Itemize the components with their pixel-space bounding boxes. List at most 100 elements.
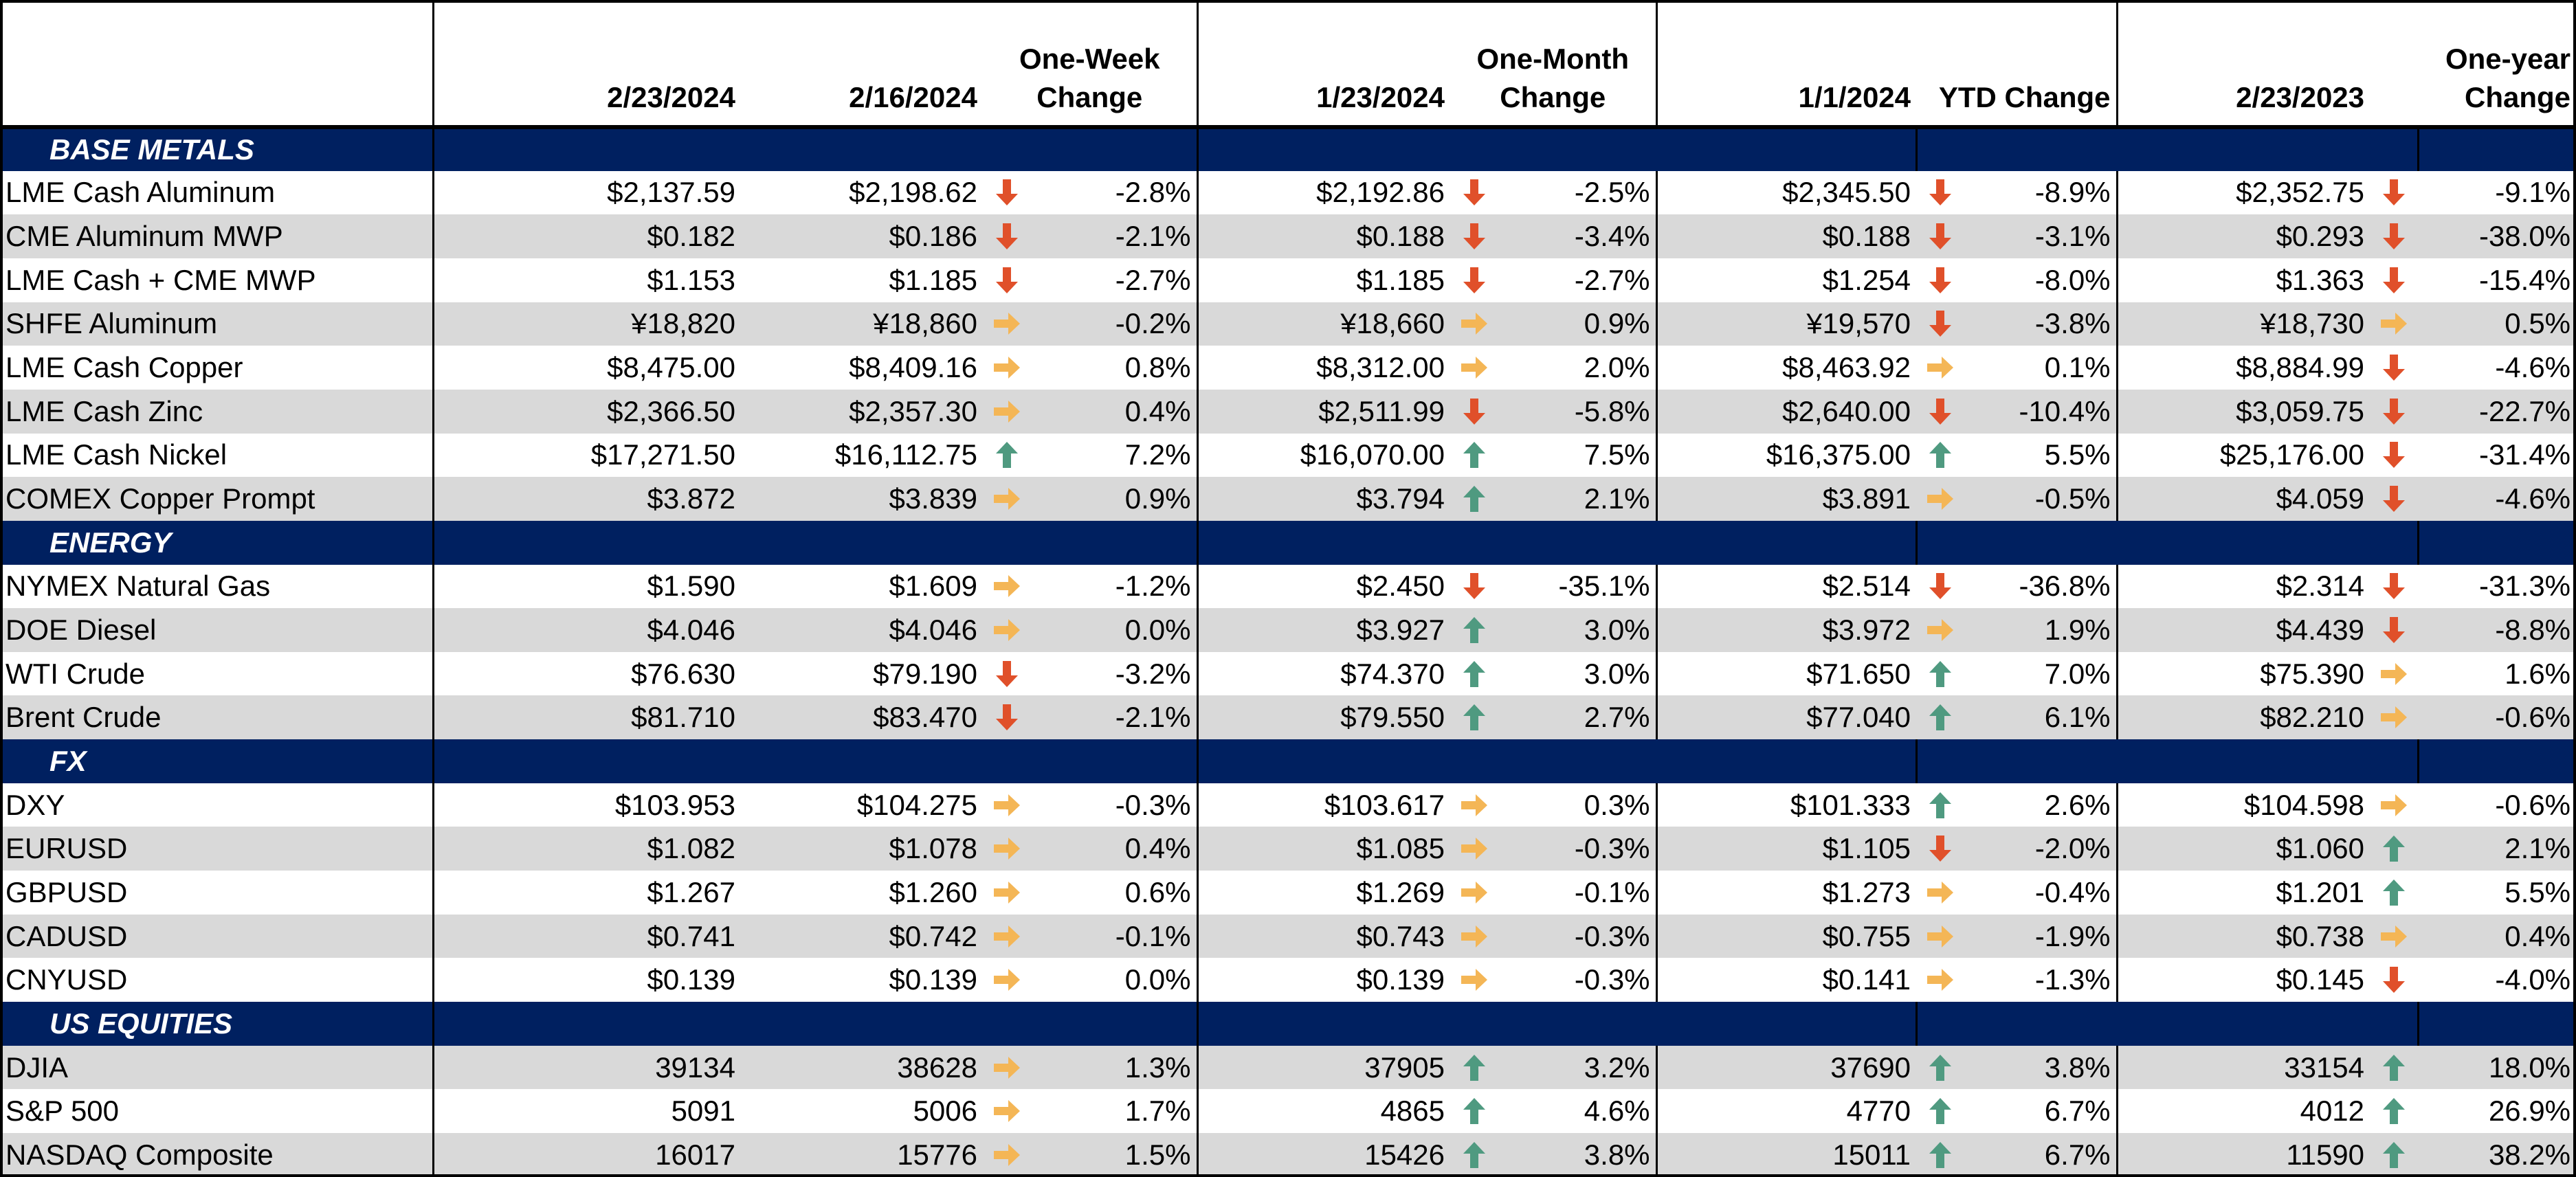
down-arrow-icon [983, 695, 1031, 740]
change-year: 5.5% [2505, 875, 2571, 908]
table-row: NASDAQ Composite 16017 15776 1.5% 15426 3.8% 1… [0, 1133, 2576, 1177]
value-month: $0.743 [1196, 914, 1451, 959]
value-month: $2.450 [1196, 564, 1451, 609]
value-year: $25,176.00 [2116, 433, 2370, 478]
value-current: $2,137.59 [432, 170, 741, 215]
value-current: $8,475.00 [432, 346, 741, 390]
flat-arrow-icon [1927, 618, 1954, 641]
down-arrow-icon [996, 660, 1018, 687]
value-ytd: $1.273 [1655, 871, 1917, 915]
section-band [1915, 1002, 1965, 1046]
value-month: $2,511.99 [1196, 389, 1451, 434]
value-month: $79.550 [1196, 695, 1451, 740]
value-ytd: $1.105 [1655, 827, 1917, 871]
value-year: $0.293 [2116, 214, 2370, 258]
down-arrow-icon [2370, 389, 2419, 434]
change-week: -0.2% [1031, 302, 1198, 346]
section-title: BASE METALS [0, 126, 433, 171]
section-band [1450, 739, 1917, 783]
section-header: ENERGY [0, 520, 2576, 565]
value-month: $8,312.00 [1196, 346, 1451, 390]
up-arrow-icon [1450, 1089, 1498, 1133]
table-row: SHFE Aluminum ¥18,820 ¥18,860 -0.2% ¥18,660 0… [0, 302, 2576, 346]
section-header: BASE METALS [0, 126, 2576, 171]
value-ytd: $77.040 [1655, 695, 1917, 740]
down-arrow-icon [2383, 223, 2406, 250]
value-week: $0.139 [889, 963, 977, 996]
section-title: FX [0, 739, 433, 783]
value-week: $2,357.30 [741, 389, 983, 434]
change-week: 1.5% [1031, 1133, 1198, 1177]
change-ytd: -10.4% [1964, 389, 2118, 434]
table-row: WTI Crude $76.630 $79.190 -3.2% $74.370 3.0% $… [0, 651, 2576, 696]
change-month: 3.0% [1584, 657, 1650, 690]
value-week: $104.275 [856, 788, 977, 821]
change-month: 2.1% [1498, 477, 1657, 521]
value-week: $1.609 [889, 570, 977, 603]
change-month: 3.0% [1498, 608, 1657, 652]
down-arrow-icon [1929, 223, 1952, 250]
up-arrow-icon [1463, 1098, 1486, 1125]
down-arrow-icon [983, 171, 1031, 215]
flat-arrow-icon [1916, 477, 1965, 521]
change-month: -0.3% [1574, 963, 1650, 996]
change-ytd: -8.9% [2034, 176, 2111, 209]
section-band [1915, 126, 1965, 171]
value-current: $1.153 [432, 258, 741, 302]
change-month: 0.9% [1498, 302, 1657, 346]
value-month: $3.794 [1196, 477, 1451, 521]
change-ytd: -36.8% [2019, 570, 2111, 603]
row-name: CME Aluminum MWP [0, 214, 433, 258]
change-week: 0.6% [1124, 875, 1191, 908]
value-year: $1.201 [2116, 871, 2370, 915]
change-month: 0.3% [1584, 788, 1650, 821]
down-arrow-icon [1916, 565, 1964, 609]
change-year: 1.6% [2505, 657, 2571, 690]
flat-arrow-icon [994, 313, 1020, 335]
up-arrow-icon [1929, 442, 1952, 469]
down-arrow-icon [1450, 214, 1499, 258]
value-ytd: $0.188 [1655, 214, 1917, 258]
up-arrow-icon [1463, 660, 1486, 687]
value-current: $81.710 [432, 695, 741, 740]
value-current: $0.182 [432, 214, 741, 258]
down-arrow-icon [1929, 573, 1952, 600]
up-arrow-icon [2383, 1098, 2406, 1125]
down-arrow-icon [1916, 302, 1965, 346]
down-arrow-icon [1463, 223, 1486, 250]
change-year: -31.3% [2478, 570, 2571, 603]
flat-arrow-icon [2381, 706, 2408, 729]
value-month: $16,070.00 [1196, 433, 1451, 478]
value-month: $1.269 [1196, 871, 1451, 915]
flat-arrow-icon [1916, 958, 1964, 1002]
section-band [432, 520, 741, 565]
value-current: $0.139 [432, 958, 741, 1002]
section-band [1450, 126, 1917, 171]
section-header: FX [0, 739, 2576, 783]
value-current: $1.267 [432, 871, 741, 915]
flat-arrow-icon [1450, 914, 1499, 959]
flat-arrow-icon [1916, 608, 1965, 652]
header-date-week-ago: 2/16/2024 [741, 0, 983, 129]
header-blank [0, 0, 433, 129]
up-arrow-icon [1916, 652, 1964, 696]
row-name: DJIA [0, 1045, 433, 1090]
section-band [1196, 1002, 1451, 1046]
change-week: -2.1% [1031, 214, 1198, 258]
change-month: -0.1% [1574, 875, 1650, 908]
change-month: -2.7% [1574, 263, 1650, 296]
row-name: LME Cash Nickel [5, 438, 227, 471]
flat-arrow-icon [2381, 313, 2408, 335]
down-arrow-icon [2370, 477, 2419, 521]
value-month: $2,192.86 [1196, 170, 1451, 215]
change-ytd: 5.5% [2044, 438, 2111, 471]
change-month: 3.2% [1498, 1045, 1657, 1090]
change-year: 26.9% [2488, 1095, 2571, 1128]
change-year: -15.4% [2478, 263, 2571, 296]
up-arrow-icon [2383, 879, 2406, 906]
down-arrow-icon [1463, 573, 1486, 600]
down-arrow-icon [996, 704, 1018, 731]
flat-arrow-icon [983, 914, 1031, 959]
flat-arrow-icon [983, 1133, 1031, 1177]
section-band [432, 739, 741, 783]
